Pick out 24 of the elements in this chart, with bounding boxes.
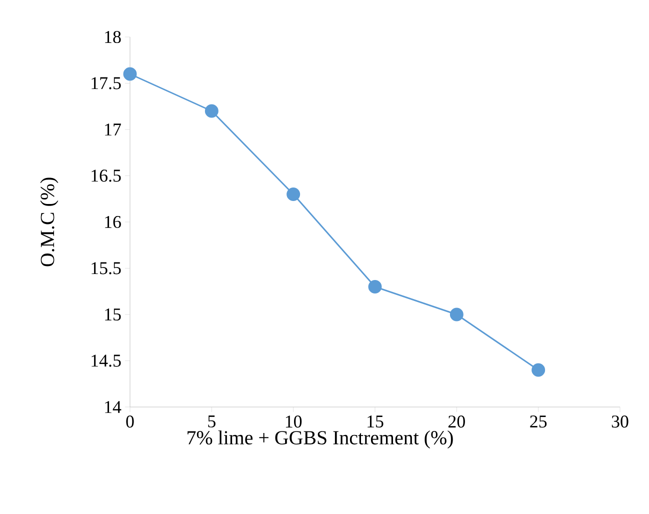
point bbox=[204, 104, 218, 118]
x-tick-label: 15 bbox=[368, 416, 384, 428]
y-axis-title: O.M.C (%) bbox=[40, 178, 58, 266]
y-tick-label: 16 bbox=[105, 216, 121, 228]
point bbox=[532, 363, 546, 377]
x-tick-label: 25 bbox=[530, 416, 547, 428]
y-tick-label: 18 bbox=[105, 30, 121, 44]
y-tick-label: 15.5 bbox=[92, 262, 121, 274]
x-axis-title: 7% lime + GGBS Inctrement (%) bbox=[188, 430, 453, 449]
y-tick-label: 15 bbox=[105, 308, 121, 320]
x-tick-label: 0 bbox=[126, 416, 134, 428]
x-tick-label: 20 bbox=[448, 416, 465, 428]
point bbox=[123, 67, 137, 81]
x-tick-label: 30 bbox=[612, 416, 628, 428]
y-tick-label: 17.5 bbox=[92, 77, 121, 90]
point bbox=[286, 187, 300, 201]
y-tick-label: 14 bbox=[105, 401, 122, 413]
x-tick-label: 10 bbox=[286, 416, 302, 428]
y-tick-label: 16.5 bbox=[92, 170, 121, 182]
x-tick-label: 5 bbox=[208, 416, 216, 428]
point bbox=[368, 280, 382, 294]
y-tick-label: 14.5 bbox=[92, 354, 121, 367]
y-tick-label: 17 bbox=[105, 124, 121, 136]
point bbox=[450, 308, 464, 322]
